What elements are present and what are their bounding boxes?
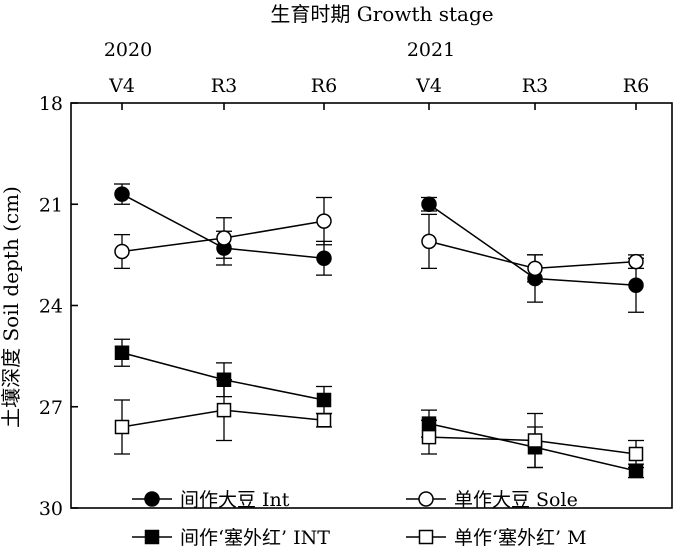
data-point: [527, 260, 543, 277]
data-point: [316, 413, 332, 428]
x-tick-label: V4: [108, 75, 135, 97]
year-label-2020: 2020: [104, 39, 152, 61]
y-tick-label: 18: [39, 93, 63, 115]
legend-label: 间作‘塞外红’ INT: [180, 527, 330, 547]
series-group: [114, 183, 644, 479]
legend-item: 单作‘塞外红’ M: [406, 527, 587, 547]
legend-item: 单作大豆 Sole: [406, 489, 578, 511]
data-point: [628, 253, 644, 270]
data-point: [628, 277, 644, 293]
series: [114, 196, 644, 283]
data-point: [421, 196, 437, 212]
data-point: [316, 213, 332, 229]
year-label-2021: 2021: [407, 39, 455, 61]
legend-label: 间作大豆 Int: [180, 489, 290, 511]
legend-label: 单作大豆 Sole: [454, 489, 578, 511]
x-tick-label: R6: [623, 75, 649, 97]
data-point: [316, 392, 332, 408]
y-axis-title: 土壤深度 Soil depth (cm): [0, 186, 23, 428]
data-point: [114, 186, 130, 202]
legend: 间作大豆 Int 单作大豆 Sole 间作‘塞外红’ INT 单作‘塞外红’ M: [132, 489, 587, 547]
data-point: [527, 433, 543, 448]
legend-item: 间作大豆 Int: [132, 489, 290, 511]
data-point: [421, 429, 437, 445]
x-tick-label: R3: [211, 75, 237, 97]
series: [114, 183, 644, 313]
legend-item: 间作‘塞外红’ INT: [132, 527, 330, 547]
y-tick-label: 21: [39, 194, 63, 216]
data-point: [216, 402, 232, 418]
data-point: [418, 491, 434, 507]
y-tick-label: 30: [39, 498, 63, 520]
series: [114, 338, 644, 479]
y-tick-label: 27: [39, 397, 63, 419]
data-point: [144, 491, 160, 507]
data-point: [628, 446, 644, 462]
axes: 18 21 24 27 30 V4 R3 R6 V4 R3 R6: [39, 75, 673, 520]
x-tick-label: R3: [522, 75, 548, 97]
data-point: [114, 419, 130, 435]
data-point: [421, 233, 437, 250]
data-point: [114, 243, 130, 260]
data-point: [144, 529, 160, 545]
data-point: [216, 230, 232, 246]
data-point: [316, 250, 332, 266]
y-tick-label: 24: [39, 296, 63, 318]
x-tick-label: R6: [311, 75, 337, 97]
data-point: [114, 345, 130, 360]
series: [114, 379, 644, 469]
data-point: [418, 529, 434, 545]
x-tick-label: V4: [415, 75, 442, 97]
legend-label: 单作‘塞外红’ M: [454, 527, 587, 547]
x-axis-title: 生育时期 Growth stage: [270, 2, 493, 26]
